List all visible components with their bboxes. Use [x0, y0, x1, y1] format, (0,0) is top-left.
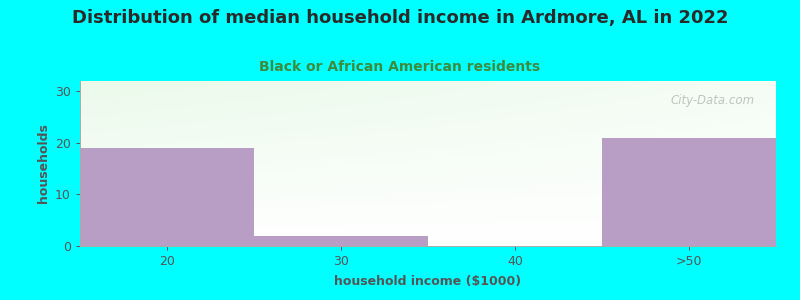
Bar: [80, 148, 254, 246]
Bar: [254, 236, 428, 246]
Text: Black or African American residents: Black or African American residents: [259, 60, 541, 74]
Text: Distribution of median household income in Ardmore, AL in 2022: Distribution of median household income …: [72, 9, 728, 27]
Text: City-Data.com: City-Data.com: [671, 94, 755, 107]
Bar: [602, 138, 776, 246]
Text: household income ($1000): household income ($1000): [334, 275, 522, 288]
Y-axis label: households: households: [37, 124, 50, 203]
